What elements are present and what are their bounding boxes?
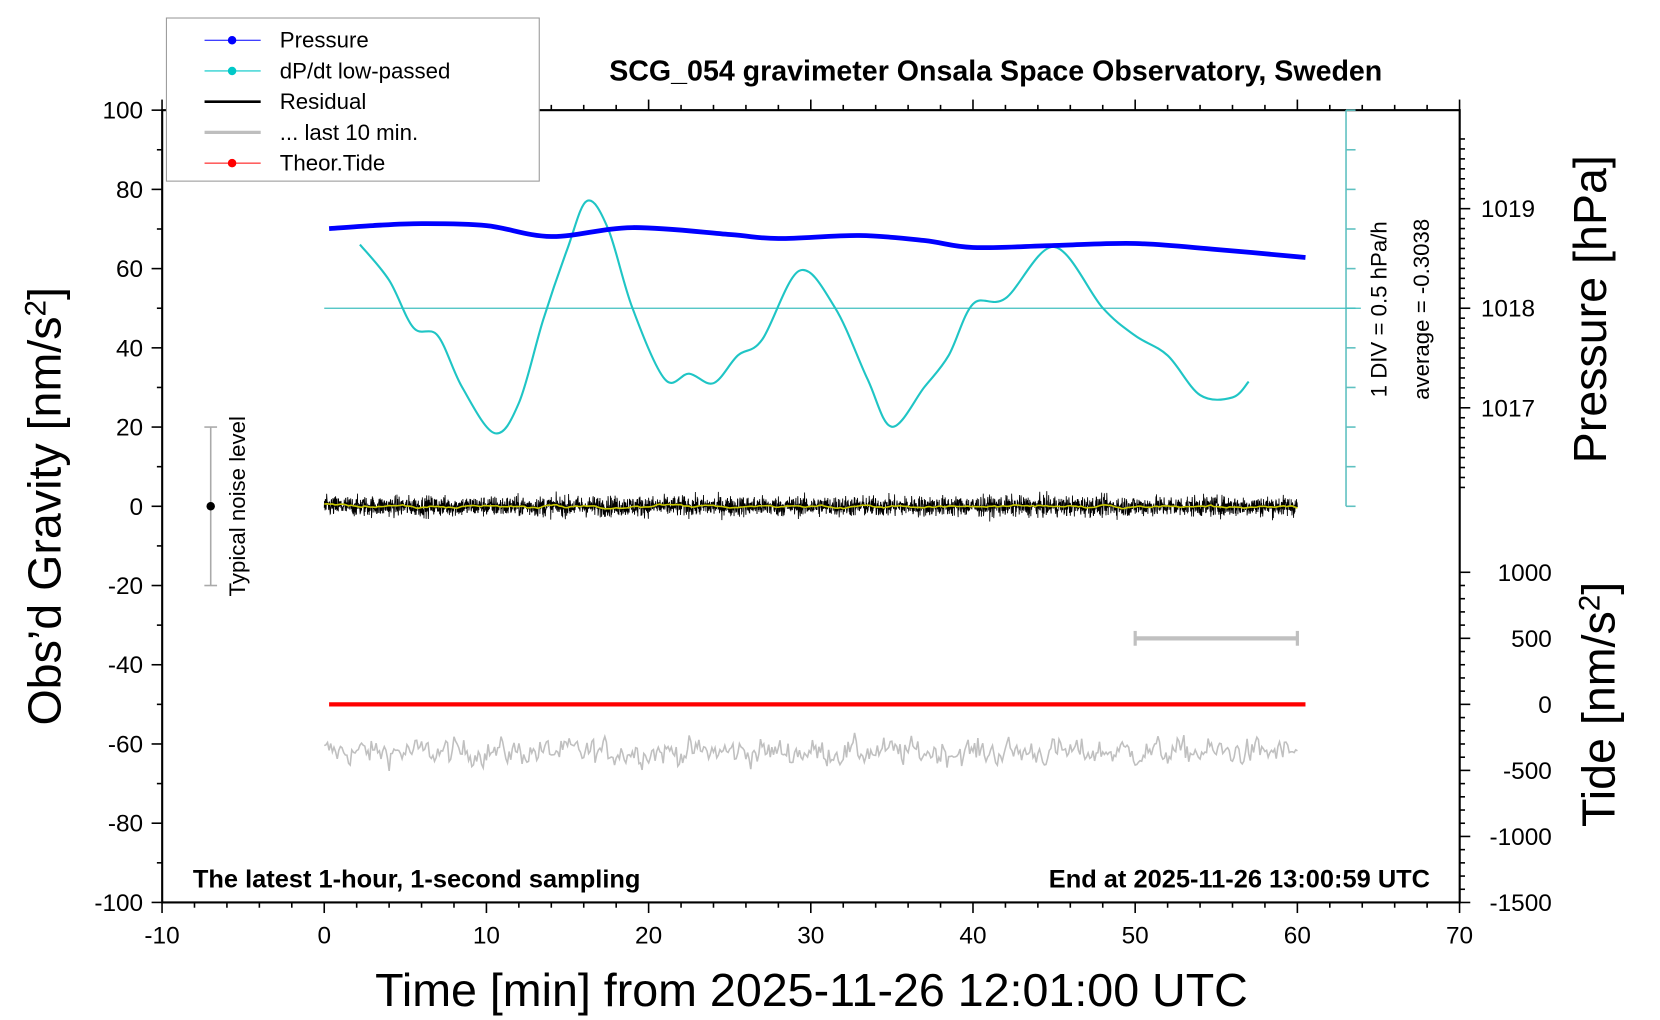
legend-label: Theor.Tide [280,151,385,176]
x-tick-label: 70 [1446,923,1473,950]
y-tick-label: -40 [108,652,143,679]
y-tick-label: 40 [116,335,143,362]
noise-level-label: Typical noise level [225,416,250,596]
tide-tick-label: -500 [1503,758,1552,785]
tide-tick-label: 500 [1511,626,1552,653]
x-tick-label: 40 [959,923,986,950]
residual-smoothed-line [324,503,1298,510]
x-tick-label: 60 [1284,923,1311,950]
x-tick-label: 50 [1122,923,1149,950]
plot-frame [161,109,1461,904]
pressure-tick-label: 1018 [1481,296,1535,323]
y-tick-label: 0 [130,494,144,521]
y-axis-label: Obs’d Gravity [nm/s2] [18,287,70,726]
pressure-axis-label: Pressure [hPa] [1564,155,1616,463]
legend: Pressure dP/dt low-passed Residual ... last… [165,17,540,182]
residual-line [323,491,1298,522]
tide-tick-label: -1000 [1490,824,1552,851]
legend-box [165,17,540,182]
legend-label: Pressure [280,28,369,53]
dpdt-scale-label: 1 DIV = 0.5 hPa/h [1367,221,1392,397]
pressure-tick-label: 1017 [1481,395,1535,422]
pressure-line [328,221,1306,260]
last-10-min-line [323,732,1298,771]
x-tick-label: 10 [473,923,500,950]
tide-tick-label: 0 [1538,692,1552,719]
tide-axis-label: Tide [nm/s2] [1572,582,1624,827]
x-tick-label: -10 [144,923,179,950]
dpdt-average-label: average = -0.3038 [1409,219,1434,400]
chart-title: SCG_054 gravimeter Onsala Space Observat… [609,55,1382,87]
series-layer [204,109,1361,771]
y-tick-label: 100 [102,98,143,125]
dpdt-line [359,199,1250,435]
annotation-end-time: End at 2025-11-26 13:00:59 UTC [1049,866,1430,894]
legend-label: dP/dt low-passed [280,58,451,83]
axis-ticks: -10 0 10 20 30 40 50 60 70100806040200-20-40-60-… [94,98,1551,950]
legend-marker [227,36,237,45]
tide-tick-label: -1500 [1490,890,1552,917]
x-tick-label: 0 [317,923,331,950]
pressure-tick-label: 1019 [1481,196,1535,223]
tide-tick-label: 1000 [1498,560,1552,587]
y-tick-label: -60 [108,731,143,758]
noise-level-dot [206,502,215,511]
y-tick-label: 20 [116,415,143,442]
legend-label: Residual [280,89,367,114]
y-tick-label: 80 [116,177,143,204]
y-tick-label: -80 [108,811,143,838]
annotation-sampling: The latest 1-hour, 1-second sampling [193,866,641,894]
x-tick-label: 30 [797,923,824,950]
y-tick-label: -100 [94,890,143,917]
legend-label: ... last 10 min. [280,120,418,145]
legend-marker [227,66,237,76]
x-tick-label: 20 [635,923,662,950]
legend-marker [227,158,237,168]
x-axis-label: Time [min] from 2025-11-26 12:01:00 UTC [375,964,1248,1016]
y-tick-label: 60 [116,256,143,283]
y-tick-label: -20 [108,573,143,600]
